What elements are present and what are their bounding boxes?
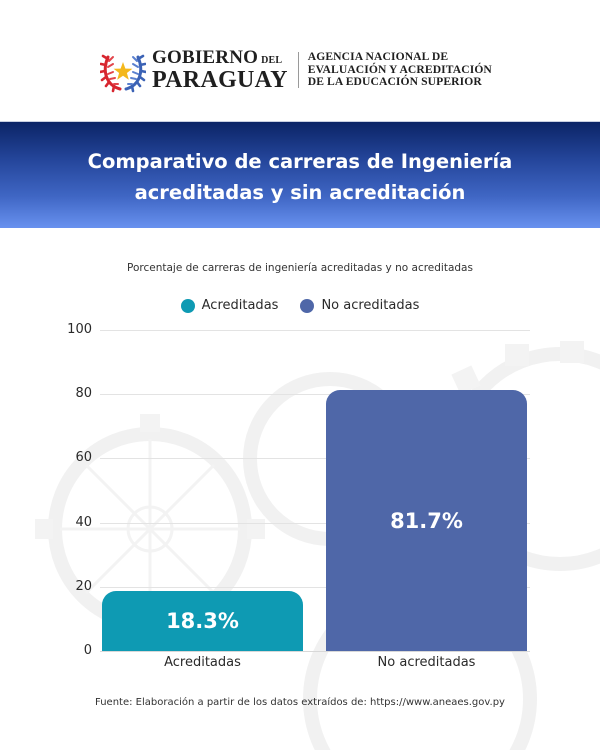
title-banner: Comparativo de carreras de Ingeniería ac… — [0, 121, 600, 228]
bar-value-label: 81.7% — [390, 508, 463, 533]
x-tick-no-acreditadas: No acreditadas — [377, 655, 476, 670]
legend-label: Acreditadas — [201, 298, 279, 313]
legend-item-acreditadas[interactable]: Acreditadas — [180, 298, 279, 313]
chart-legend: Acreditadas No acreditadas — [0, 298, 600, 313]
gridline-40 — [100, 523, 530, 524]
gridline-20 — [100, 587, 530, 588]
page-title: Comparativo de carreras de Ingeniería ac… — [0, 146, 600, 208]
logo-divider — [297, 52, 299, 88]
gridline-80 — [100, 394, 530, 395]
gov-del: DEL — [261, 55, 283, 66]
legend-label: No acreditadas — [321, 298, 420, 313]
bar-value-label: 18.3% — [166, 609, 239, 633]
y-tick-20: 20 — [75, 579, 92, 594]
government-logo: GOBIERNO DEL PARAGUAY AGENCIA NACIONAL D… — [98, 47, 492, 93]
agency-line-1: AGENCIA NACIONAL DE — [307, 50, 449, 64]
legend-dot-icon — [180, 298, 195, 313]
source-note: Fuente: Elaboración a partir de los dato… — [95, 697, 505, 708]
y-tick-0: 0 — [83, 643, 92, 658]
bar-acreditadas[interactable]: 18.3% — [102, 591, 303, 651]
gridline-100 — [100, 330, 530, 331]
legend-item-no-acreditadas[interactable]: No acreditadas — [300, 298, 419, 313]
x-axis-baseline — [100, 651, 530, 652]
legend-dot-icon — [300, 298, 315, 313]
gov-line-gobierno: GOBIERNO — [152, 47, 259, 68]
gridline-60 — [100, 458, 530, 459]
title-line-2: acreditadas y sin acreditación — [134, 181, 466, 204]
government-name: GOBIERNO DEL PARAGUAY — [152, 48, 288, 92]
y-tick-80: 80 — [75, 386, 92, 401]
paraguay-emblem-icon — [98, 47, 148, 93]
title-line-1: Comparativo de carreras de Ingeniería — [87, 150, 513, 173]
bar-no-acreditadas[interactable]: 81.7% — [326, 390, 527, 651]
agency-line-3: DE LA EDUCACIÓN SUPERIOR — [307, 75, 482, 89]
agency-line-2: EVALUACIÓN Y ACREDITACIÓN — [307, 62, 492, 76]
y-tick-100: 100 — [67, 322, 92, 337]
y-tick-40: 40 — [75, 515, 92, 530]
x-tick-acreditadas: Acreditadas — [164, 655, 241, 670]
agency-name: AGENCIA NACIONAL DE EVALUACIÓN Y ACREDIT… — [308, 51, 492, 89]
chart-subtitle: Porcentaje de carreras de ingeniería acr… — [127, 262, 473, 274]
y-tick-60: 60 — [75, 450, 92, 465]
header: GOBIERNO DEL PARAGUAY AGENCIA NACIONAL D… — [0, 0, 600, 120]
gov-line-paraguay: PARAGUAY — [152, 67, 288, 93]
